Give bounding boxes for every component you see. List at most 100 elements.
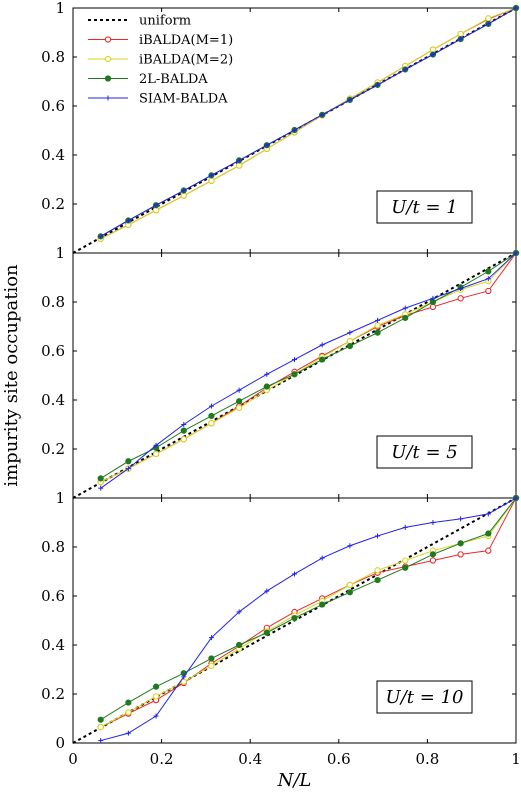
marker-ibalda-m-2--10	[374, 322, 381, 329]
marker-ibalda-m-2--4	[208, 662, 215, 669]
y-axis-title: impurity site occupation	[1, 264, 22, 487]
marker-siam-balda-3	[181, 188, 187, 194]
marker-siam-balda-13	[458, 286, 464, 292]
marker-siam-balda-11	[402, 524, 408, 530]
marker-ibalda-m-2--13	[457, 30, 464, 38]
marker-2l-balda-11	[402, 564, 409, 571]
marker-siam-balda-3	[181, 422, 187, 427]
marker-2l-balda-14	[485, 530, 492, 537]
y-tick-label: 0	[55, 734, 65, 752]
marker-siam-balda-7	[292, 127, 297, 133]
marker-siam-balda-14	[485, 21, 491, 27]
marker-siam-balda-12	[430, 52, 436, 58]
panel-label-box	[376, 435, 473, 469]
y-tick-label: 0.4	[41, 391, 65, 409]
marker-2l-balda-1	[125, 458, 132, 465]
marker-2l-balda-13	[457, 540, 464, 547]
marker-siam-balda-2	[153, 202, 159, 208]
legend-label: SIAM-BALDA	[139, 92, 228, 107]
marker-ibalda-m-2--0	[97, 723, 104, 731]
marker-2l-balda-8	[319, 356, 326, 363]
marker-ibalda-m-2--2	[152, 450, 160, 458]
series-line	[100, 7, 517, 237]
panel-1: 0.2 0.4 0.6 0.8 1 U/t = 1	[41, 0, 520, 254]
legend: uniform iBALDA(M=1) iBALDA(M=2) 2L-BALDA SIA…	[88, 14, 233, 107]
panel-label-box	[376, 680, 473, 714]
marker-2l-balda-10	[374, 329, 381, 336]
marker-siam-balda-1	[125, 730, 131, 736]
series-line	[100, 497, 517, 742]
marker-2l-balda-0	[97, 475, 104, 482]
marker-siam-balda-13	[458, 516, 464, 522]
panel-2: 0.2 0.4 0.6 0.8 1 U/t = 5	[41, 244, 520, 499]
series-2l-balda	[97, 249, 520, 482]
axes-text-group: N/L impurity site occupation	[1, 264, 311, 791]
marker-siam-balda-1	[125, 217, 131, 223]
legend-label: iBALDA(M=2)	[139, 53, 233, 68]
marker-ibalda-m-2--4	[208, 420, 215, 427]
series-siam-balda	[98, 5, 519, 239]
x-tick-label: 0.6	[327, 750, 351, 768]
series-line	[100, 7, 517, 240]
marker-2l-balda-1	[125, 699, 132, 706]
marker-2l-balda-4	[208, 655, 215, 662]
marker-2l-balda-3	[180, 427, 187, 434]
marker-ibalda-m-2--2	[152, 693, 160, 700]
marker-2l-balda-10	[374, 576, 381, 584]
marker-siam-balda-5	[236, 157, 242, 163]
series-line	[100, 497, 517, 728]
marker-siam-balda-5	[236, 609, 242, 615]
marker-siam-balda-14	[485, 511, 491, 517]
marker-2l-balda-6	[263, 383, 270, 390]
marker-2l-balda-0	[97, 716, 104, 723]
marker-ibalda-m-1--14	[485, 287, 492, 295]
marker-2l-balda-4	[208, 412, 215, 420]
marker-siam-balda-legend-4	[105, 95, 111, 101]
panel-frame	[72, 497, 517, 744]
marker-2l-balda-7	[291, 614, 298, 622]
marker-siam-balda-7	[292, 357, 297, 363]
marker-siam-balda-12	[430, 520, 436, 525]
marker-ibalda-m-1--14	[485, 547, 492, 554]
marker-siam-balda-13	[458, 36, 464, 42]
y-tick-label: 0.2	[41, 195, 65, 213]
marker-ibalda-m-2--legend-2	[104, 55, 112, 63]
x-tick-label: 0.4	[238, 750, 262, 768]
x-tick-label: 0	[68, 750, 78, 768]
marker-2l-balda-legend-3	[104, 75, 112, 82]
legend-entry: iBALDA(M=2)	[88, 53, 233, 68]
marker-ibalda-m-2--5	[235, 162, 243, 169]
marker-siam-balda-8	[319, 555, 325, 561]
marker-2l-balda-7	[291, 371, 298, 378]
marker-siam-balda-11	[402, 66, 408, 72]
panel-3: 0 0.2 0.4 0.6 0.8 1 U/t = 10	[41, 489, 520, 752]
y-tick-label: 0.8	[41, 293, 65, 311]
panel-label: U/t = 5	[391, 442, 457, 463]
marker-siam-balda-5	[236, 387, 242, 393]
marker-2l-balda-9	[346, 343, 353, 350]
y-tick-label: 0.2	[41, 685, 65, 703]
marker-siam-balda-15	[513, 495, 519, 501]
marker-siam-balda-11	[402, 305, 408, 311]
series-siam-balda	[98, 250, 519, 491]
marker-siam-balda-6	[264, 371, 270, 377]
marker-2l-balda-5	[236, 641, 243, 649]
series-line	[100, 252, 517, 489]
marker-2l-balda-6	[263, 629, 270, 636]
marker-siam-balda-8	[319, 342, 325, 348]
y-tick-label: 0.8	[41, 538, 65, 556]
marker-siam-balda-12	[430, 295, 436, 301]
y-tick-label: 0.8	[41, 48, 65, 66]
x-tick-label: 0.2	[150, 750, 174, 768]
marker-ibalda-m-2--1	[125, 709, 132, 716]
marker-2l-balda-5	[236, 398, 243, 405]
marker-ibalda-m-1--12	[429, 557, 437, 564]
marker-siam-balda-3	[181, 674, 187, 680]
marker-siam-balda-1	[125, 466, 131, 472]
marker-siam-balda-0	[98, 738, 104, 744]
marker-ibalda-m-2--9	[346, 581, 354, 589]
series-line	[100, 497, 517, 721]
marker-ibalda-m-2--5	[235, 404, 243, 411]
series-line	[100, 252, 517, 483]
